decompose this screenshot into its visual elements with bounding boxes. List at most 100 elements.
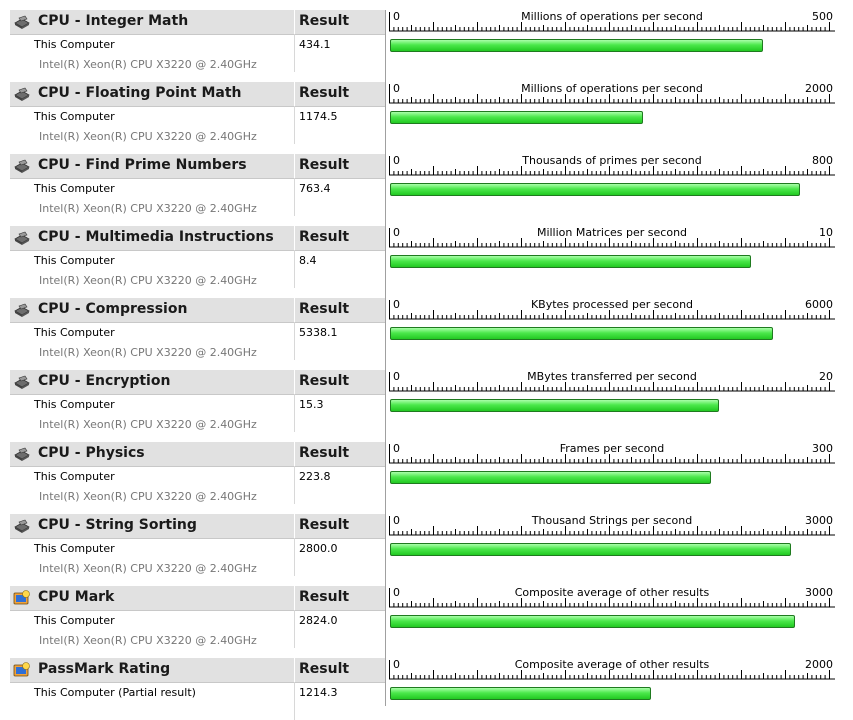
scale-ticks xyxy=(389,300,835,320)
scale-min: 0 xyxy=(393,82,400,95)
result-bar xyxy=(390,687,651,700)
cell-divider xyxy=(294,394,295,432)
result-value: 763.4 xyxy=(299,182,331,195)
cpu-chip-icon xyxy=(13,13,31,31)
result-value: 223.8 xyxy=(299,470,331,483)
test-header[interactable]: CPU - Encryption Result xyxy=(10,370,385,395)
scale-ticks xyxy=(389,228,835,248)
test-title: CPU - Find Prime Numbers xyxy=(38,157,247,173)
scale-min: 0 xyxy=(393,442,400,455)
scale-max: 2000 xyxy=(805,658,833,671)
cell-divider xyxy=(294,250,295,288)
test-title: CPU - Multimedia Instructions xyxy=(38,229,274,245)
test-title: PassMark Rating xyxy=(38,661,171,677)
scale-min: 0 xyxy=(393,298,400,311)
result-column-header: Result xyxy=(299,301,350,317)
result-value: 1214.3 xyxy=(299,686,338,699)
scale-min: 0 xyxy=(393,10,400,23)
scale-ruler: 0 Composite average of other results 200… xyxy=(389,658,835,680)
cpu-label: Intel(R) Xeon(R) CPU X3220 @ 2.40GHz xyxy=(39,634,257,647)
test-header[interactable]: CPU - Integer Math Result xyxy=(10,10,385,35)
result-row: CPU - Physics Result This Computer Intel… xyxy=(0,432,853,504)
result-bar xyxy=(390,183,800,196)
scale-min: 0 xyxy=(393,586,400,599)
test-title: CPU - Encryption xyxy=(38,373,171,389)
scale-ruler: 0 Million Matrices per second 10 xyxy=(389,226,835,248)
result-row: CPU - Floating Point Math Result This Co… xyxy=(0,72,853,144)
result-value: 2800.0 xyxy=(299,542,338,555)
scale-max: 500 xyxy=(812,10,833,23)
cell-divider xyxy=(294,466,295,504)
result-column-header: Result xyxy=(299,445,350,461)
result-row: CPU - Encryption Result This Computer In… xyxy=(0,360,853,432)
cpu-chip-icon xyxy=(13,373,31,391)
header-separator xyxy=(294,82,295,106)
result-column-header: Result xyxy=(299,589,350,605)
test-header[interactable]: CPU - Physics Result xyxy=(10,442,385,467)
scale-ticks xyxy=(389,84,835,104)
scale-min: 0 xyxy=(393,226,400,239)
result-column-header: Result xyxy=(299,229,350,245)
scale-ticks xyxy=(389,516,835,536)
test-header[interactable]: CPU - Find Prime Numbers Result xyxy=(10,154,385,179)
result-bar xyxy=(390,471,711,484)
cpu-label: Intel(R) Xeon(R) CPU X3220 @ 2.40GHz xyxy=(39,274,257,287)
cell-divider xyxy=(294,682,295,720)
cpu-chip-icon xyxy=(13,301,31,319)
test-header[interactable]: CPU Mark Result xyxy=(10,586,385,611)
result-value: 1174.5 xyxy=(299,110,338,123)
result-value: 434.1 xyxy=(299,38,331,51)
header-separator xyxy=(294,442,295,466)
result-value: 5338.1 xyxy=(299,326,338,339)
test-title: CPU - Physics xyxy=(38,445,145,461)
result-bar xyxy=(390,327,773,340)
header-separator xyxy=(294,658,295,682)
computer-label: This Computer xyxy=(34,398,115,411)
scale-ruler: 0 Thousand Strings per second 3000 xyxy=(389,514,835,536)
header-separator xyxy=(294,10,295,34)
scale-ticks xyxy=(389,12,835,32)
test-title: CPU - Floating Point Math xyxy=(38,85,242,101)
scale-ruler: 0 Composite average of other results 300… xyxy=(389,586,835,608)
test-header[interactable]: CPU - Multimedia Instructions Result xyxy=(10,226,385,251)
result-bar xyxy=(390,543,791,556)
scale-ticks xyxy=(389,588,835,608)
test-title: CPU - Compression xyxy=(38,301,188,317)
result-row: PassMark Rating Result This Computer (Pa… xyxy=(0,648,853,720)
cell-divider xyxy=(294,538,295,576)
scale-ticks xyxy=(389,372,835,392)
cpu-chip-icon xyxy=(13,229,31,247)
scale-ruler: 0 MBytes transferred per second 20 xyxy=(389,370,835,392)
cpu-label: Intel(R) Xeon(R) CPU X3220 @ 2.40GHz xyxy=(39,130,257,143)
header-separator xyxy=(294,154,295,178)
result-column-header: Result xyxy=(299,157,350,173)
cpu-chip-icon xyxy=(13,517,31,535)
result-bar xyxy=(390,111,643,124)
scale-ruler: 0 Thousands of primes per second 800 xyxy=(389,154,835,176)
scale-unit: KBytes processed per second xyxy=(530,298,694,311)
cpu-chip-icon xyxy=(13,85,31,103)
scale-max: 20 xyxy=(819,370,833,383)
cpu-label: Intel(R) Xeon(R) CPU X3220 @ 2.40GHz xyxy=(39,418,257,431)
scale-min: 0 xyxy=(393,658,400,671)
cell-divider xyxy=(294,610,295,648)
cell-divider xyxy=(294,178,295,216)
result-row: CPU - String Sorting Result This Compute… xyxy=(0,504,853,576)
cpu-label: Intel(R) Xeon(R) CPU X3220 @ 2.40GHz xyxy=(39,58,257,71)
scale-unit: Composite average of other results xyxy=(514,586,710,599)
header-separator xyxy=(294,586,295,610)
test-header[interactable]: CPU - Floating Point Math Result xyxy=(10,82,385,107)
scale-max: 6000 xyxy=(805,298,833,311)
computer-label: This Computer xyxy=(34,614,115,627)
test-header[interactable]: PassMark Rating Result xyxy=(10,658,385,683)
test-header[interactable]: CPU - String Sorting Result xyxy=(10,514,385,539)
scale-unit: Thousands of primes per second xyxy=(522,154,702,167)
scale-max: 2000 xyxy=(805,82,833,95)
result-bar xyxy=(390,399,719,412)
test-header[interactable]: CPU - Compression Result xyxy=(10,298,385,323)
result-column-header: Result xyxy=(299,85,350,101)
scale-ruler: 0 KBytes processed per second 6000 xyxy=(389,298,835,320)
scale-unit: Millions of operations per second xyxy=(521,82,703,95)
cpu-label: Intel(R) Xeon(R) CPU X3220 @ 2.40GHz xyxy=(39,346,257,359)
header-separator xyxy=(294,226,295,250)
